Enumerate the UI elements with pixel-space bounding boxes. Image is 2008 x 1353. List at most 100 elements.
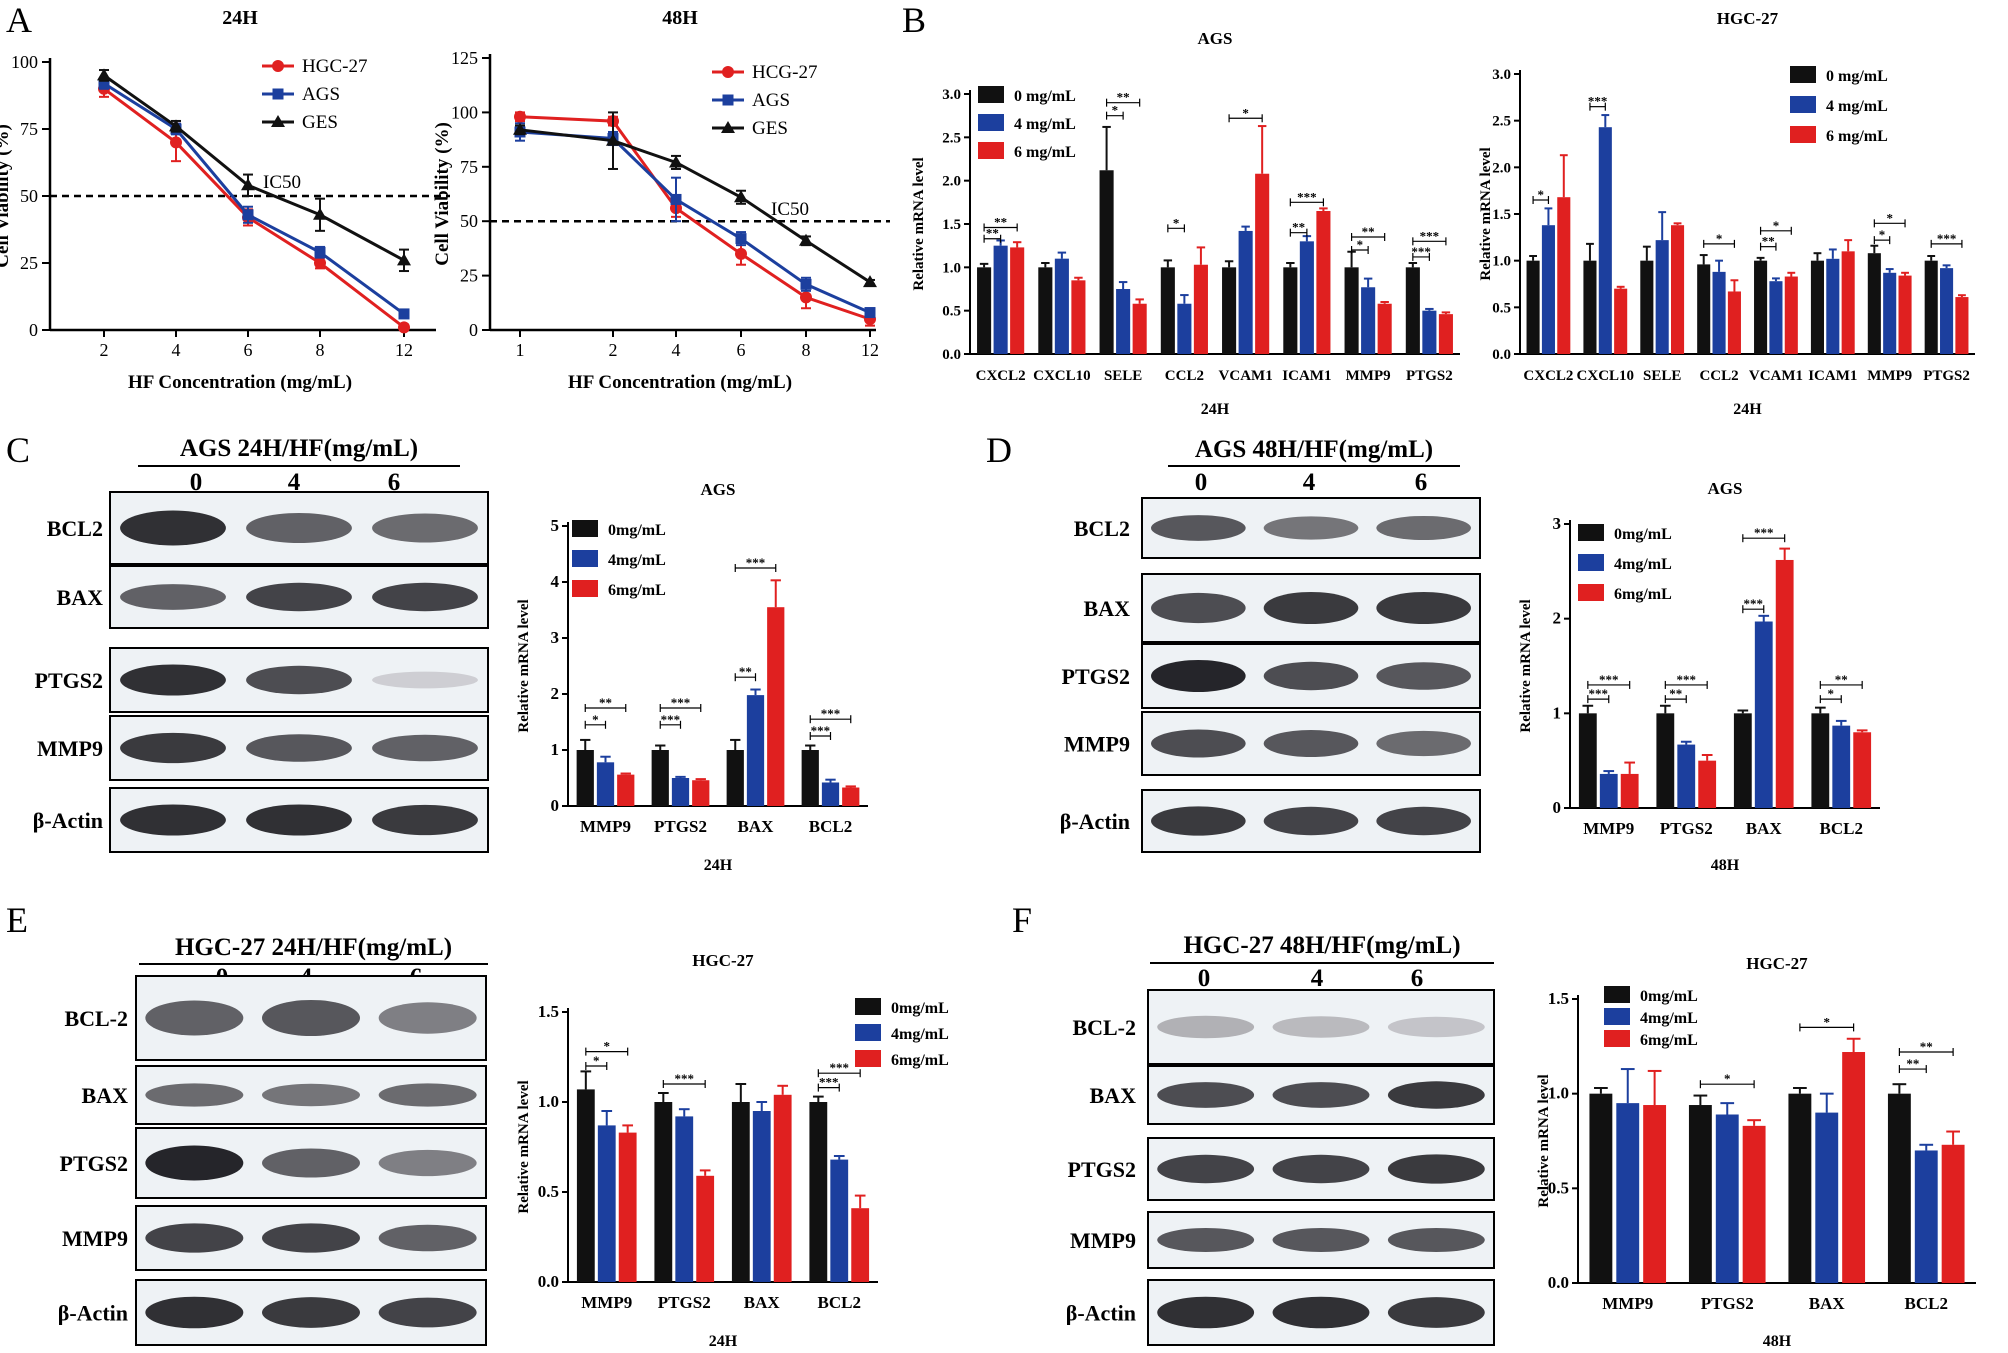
significance-stars: * [1724,1071,1731,1086]
category-label: VCAM1 [1749,368,1803,384]
bar [1688,1105,1712,1283]
bar [1405,267,1420,354]
blot-header: AGS 48H/HF(mg/mL) [1195,436,1433,463]
bar [1054,258,1069,354]
blot-band [1263,516,1359,540]
legend-label: 4mg/mL [891,1026,949,1043]
x-axis-label: 24H [704,857,733,874]
blot-protein-label: BAX [57,585,104,610]
significance-stars: * [1357,237,1364,252]
significance-bracket: *** [817,1075,840,1092]
blot-band [1376,806,1471,836]
significance-bracket: ** [1664,686,1687,704]
category-label: CXCL10 [1033,368,1091,384]
category-label: BAX [738,817,775,836]
blot-band [246,513,352,543]
bar [1010,247,1025,354]
panel-label-f: F [1012,900,1032,940]
blot-header: HGC-27 48H/HF(mg/mL) [1183,932,1460,959]
significance-stars: *** [830,1060,850,1075]
data-point [864,307,876,319]
significance-stars: *** [1599,672,1619,687]
bar [1541,225,1555,354]
significance-bracket: *** [734,555,777,572]
blot-band [378,1002,477,1034]
blot-protein-label: BCL-2 [1072,1015,1136,1040]
bar-chart-d: AGS 0 1 2 3 Relative mRNA level 48H MMP9 PTGS2 BA… [1518,479,1880,874]
significance-stars: * [604,1039,611,1054]
y-axis-label: Relative mRNA level [516,599,532,732]
blot-band [1376,730,1471,757]
legend-label: 0mg/mL [608,522,666,539]
bar [675,1116,694,1282]
significance-bracket: * [1799,1014,1855,1032]
significance-bracket: * [1819,686,1842,704]
bar [821,782,840,806]
bar [1898,275,1912,354]
blot-protein-label: MMP9 [62,1226,128,1251]
series-0 mg/mL: 0 mg/mL [977,86,1420,354]
y-tick-label: 5 [551,516,560,535]
significance-stars: ** [1906,1056,1919,1071]
bar [1193,264,1208,354]
blot-row-PTGS2: PTGS2 [35,647,489,713]
legend-swatch [855,998,881,1015]
category-label: SELE [1104,368,1142,384]
bar [1099,170,1114,354]
data-point [734,190,748,203]
bar [1557,197,1571,354]
y-tick-label: 1.0 [1492,254,1511,270]
data-point [98,77,110,89]
blot-protein-label: MMP9 [1064,732,1130,757]
bar [1640,260,1654,354]
category-label: BCL2 [1820,819,1863,838]
blot-row-BAX: BAX [1090,1065,1495,1125]
significance-bracket: * [1532,187,1550,204]
bar [1578,713,1597,808]
bar [1697,264,1711,354]
chart-title: AGS [1708,479,1743,498]
y-tick-label: 0.0 [1548,1273,1569,1292]
blot-band [1376,515,1471,541]
significance-stars: * [593,1053,600,1068]
bar [1283,267,1298,354]
significance-stars: *** [1754,525,1774,540]
blot-protein-label: β-Actin [58,1301,128,1326]
category-label: PTGS2 [1923,368,1970,384]
x-tick-label: 4 [172,340,181,360]
category-label: SELE [1643,368,1681,384]
blot-band [1376,591,1471,625]
blot-band [372,804,478,836]
x-tick-label: 8 [802,340,811,360]
bar [977,267,992,354]
category-label: MMP9 [1602,1294,1653,1313]
series-0mg/mL: 0mg/mL [1578,524,1830,808]
significance-bracket: *** [662,1071,706,1088]
y-tick-label: 125 [451,48,478,68]
bar [1853,732,1872,808]
blot-band [372,582,478,612]
significance-stars: ** [1362,224,1375,239]
bar [1616,1103,1640,1283]
x-tick-label: 4 [672,340,681,360]
chart-title: HGC-27 [692,951,754,970]
blot-band [1387,1227,1485,1253]
blot-protein-label: BCL-2 [64,1006,128,1031]
x-axis-label: 24H [709,1333,738,1348]
panel-label-c: C [6,430,30,470]
series-4 mg/mL: 4 mg/mL [978,114,1437,354]
legend-label: GES [752,118,788,139]
blot-band [1157,1082,1255,1108]
blot-band [1387,1016,1485,1038]
series-6 mg/mL: 6 mg/mL [1557,126,1969,354]
significance-stars: * [1242,105,1249,120]
bar [1727,291,1741,354]
blot-protein-label: MMP9 [1070,1228,1136,1253]
bar [1775,559,1794,808]
category-label: MMP9 [581,1293,632,1312]
y-tick-label: 2.5 [1492,114,1511,130]
data-point [242,209,254,221]
lane-label: 0 [1195,469,1208,496]
y-tick-label: 0.5 [1548,1178,1569,1197]
